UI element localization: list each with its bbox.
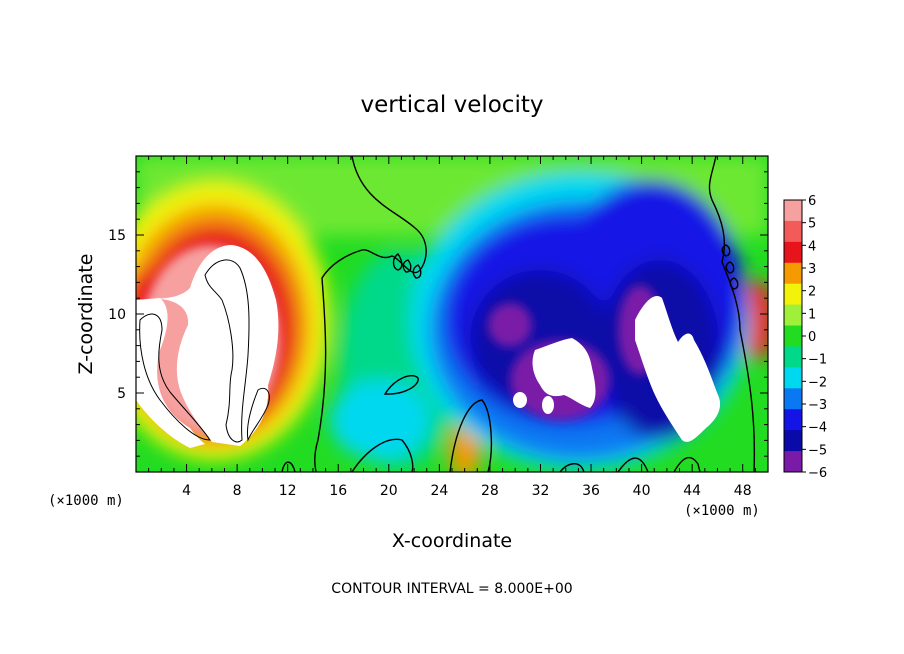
colorbar-label: 6 xyxy=(808,194,816,209)
colorbar-swatch xyxy=(784,200,802,222)
x-tick-label: 44 xyxy=(683,483,701,499)
colorbar-label: −5 xyxy=(808,443,827,458)
x-tick-label: 20 xyxy=(380,483,398,499)
colorbar-swatch xyxy=(784,220,802,243)
colorbar-swatch xyxy=(784,304,802,327)
colorbar-label: 5 xyxy=(808,217,816,232)
colorbar: 6 5 4 3 2 1 0 −1 −2 −3 −4 −5 −6 xyxy=(783,194,827,481)
x-tick-label: 24 xyxy=(430,483,448,499)
y-tick-label: 15 xyxy=(108,228,126,244)
colorbar-label: 2 xyxy=(808,285,816,300)
downdraft-core-right xyxy=(635,296,721,442)
colorbar-label: −6 xyxy=(808,466,827,481)
plot-area xyxy=(136,156,768,472)
colorbar-label: 3 xyxy=(808,262,816,277)
colorbar-label: −3 xyxy=(808,398,827,413)
colorbar-swatch xyxy=(784,430,802,452)
colorbar-label: 4 xyxy=(808,239,816,254)
x-tick-label: 48 xyxy=(734,483,752,499)
x-tick-label: 8 xyxy=(233,483,242,499)
colorbar-swatch xyxy=(784,241,802,264)
colorbar-swatch xyxy=(784,388,802,410)
x-tick-label: 4 xyxy=(182,483,191,499)
y-tick-label: 10 xyxy=(108,307,126,323)
contour-lines xyxy=(281,156,756,472)
colorbar-swatch xyxy=(784,283,802,306)
x-tick-label: 36 xyxy=(582,483,600,499)
contour-interval-note: CONTOUR INTERVAL = 8.000E+00 xyxy=(331,581,572,597)
colorbar-label: −1 xyxy=(808,353,827,368)
downdraft-core-small xyxy=(513,392,527,408)
x-tick-label: 12 xyxy=(279,483,297,499)
updraft-core-left xyxy=(136,298,205,448)
downdraft-core-small xyxy=(542,396,554,414)
x-tick-label: 40 xyxy=(633,483,651,499)
colorbar-swatch xyxy=(784,409,802,431)
colorbar-swatch xyxy=(784,346,802,368)
x-tick-label: 28 xyxy=(481,483,499,499)
colorbar-label: 0 xyxy=(808,330,816,345)
y-axis-title: Z-coordinate xyxy=(75,254,97,375)
colorbar-label: −4 xyxy=(808,421,827,436)
colorbar-label: 1 xyxy=(808,307,816,322)
x-unit-right: (×1000 m) xyxy=(684,503,760,519)
colorbar-label: −2 xyxy=(808,375,827,390)
colorbar-swatch xyxy=(784,325,802,347)
x-axis-title: X-coordinate xyxy=(392,530,512,552)
updraft-contours xyxy=(139,259,270,443)
x-tick-label: 32 xyxy=(532,483,550,499)
y-axis: 5 10 15 xyxy=(108,171,768,457)
x-tick-label: 16 xyxy=(329,483,347,499)
chart-title: vertical velocity xyxy=(361,92,544,118)
colorbar-swatch xyxy=(784,451,802,473)
downdraft-core-center xyxy=(532,338,596,408)
colorbar-swatch xyxy=(784,262,802,285)
y-tick-label: 5 xyxy=(117,386,126,402)
colorbar-swatch xyxy=(784,367,802,389)
x-axis: 4 8 12 16 20 24 28 32 36 40 44 48 xyxy=(148,156,756,499)
x-unit-left: (×1000 m) xyxy=(48,493,124,509)
